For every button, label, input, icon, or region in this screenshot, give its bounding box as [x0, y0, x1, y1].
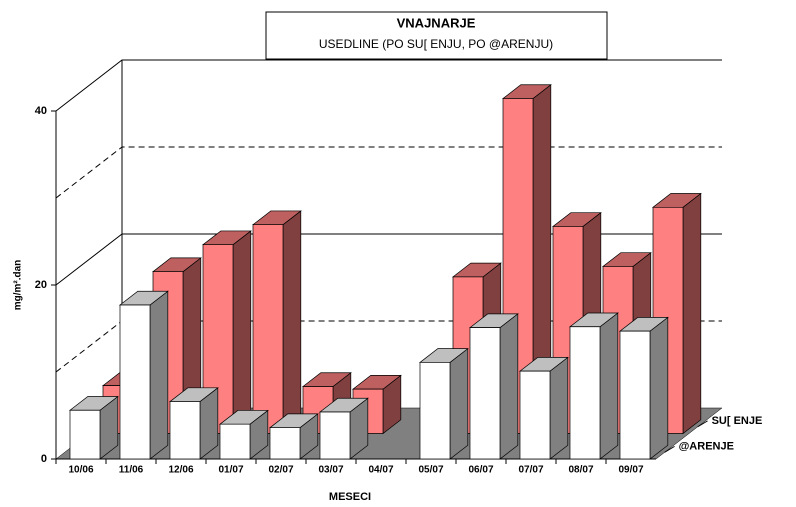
bar	[519, 370, 551, 460]
chart-subtitle: USEDLINE (PO SU[ ENJU, PO @ARENJU)	[319, 37, 553, 51]
x-tick-label: 10/06	[68, 465, 93, 476]
legend-leader	[664, 445, 675, 453]
y-tick-label: 0	[41, 453, 47, 465]
legend-label: SU[ ENJE	[712, 415, 763, 427]
grid-line	[55, 59, 722, 112]
bar-side	[649, 316, 669, 460]
x-tick-label: 08/07	[568, 465, 593, 476]
x-tick-label: 05/07	[418, 465, 443, 476]
chart-title: VNAJNARJE	[397, 15, 476, 30]
bar-side	[682, 192, 702, 435]
bar	[69, 409, 101, 460]
bar-side	[449, 347, 469, 460]
bar-side	[282, 210, 302, 435]
y-tick-label: 20	[35, 279, 47, 291]
legend-label: @ARENJE	[679, 440, 734, 452]
bar	[219, 423, 251, 460]
x-tick-label: 04/07	[368, 465, 393, 476]
bar-side	[499, 313, 519, 460]
bar-side	[232, 230, 252, 435]
bar	[269, 427, 301, 460]
x-axis-label: MESECI	[329, 491, 371, 503]
title-box	[265, 11, 608, 60]
bar-side	[149, 290, 169, 460]
x-tick-label: 02/07	[268, 465, 293, 476]
x-tick-label: 07/07	[518, 465, 543, 476]
x-tick-label: 01/07	[218, 465, 243, 476]
x-tick-label: 11/06	[119, 465, 144, 476]
bar-side	[599, 312, 619, 460]
bar	[469, 327, 501, 460]
bar	[119, 304, 151, 460]
y-axis-label: mg/m².dan	[13, 260, 24, 311]
bar	[169, 401, 201, 460]
x-tick-label: 12/06	[168, 465, 193, 476]
bar	[252, 224, 284, 434]
x-tick-label: 06/07	[468, 465, 493, 476]
grid-line	[55, 146, 722, 199]
bar	[619, 330, 651, 460]
bar	[319, 411, 351, 460]
bar	[419, 362, 451, 460]
x-tick-label: 09/07	[618, 465, 643, 476]
bar-side	[549, 356, 569, 460]
y-tick-label: 40	[35, 105, 47, 117]
legend-leader	[697, 420, 708, 428]
bar	[569, 326, 601, 460]
x-tick-label: 03/07	[318, 465, 343, 476]
